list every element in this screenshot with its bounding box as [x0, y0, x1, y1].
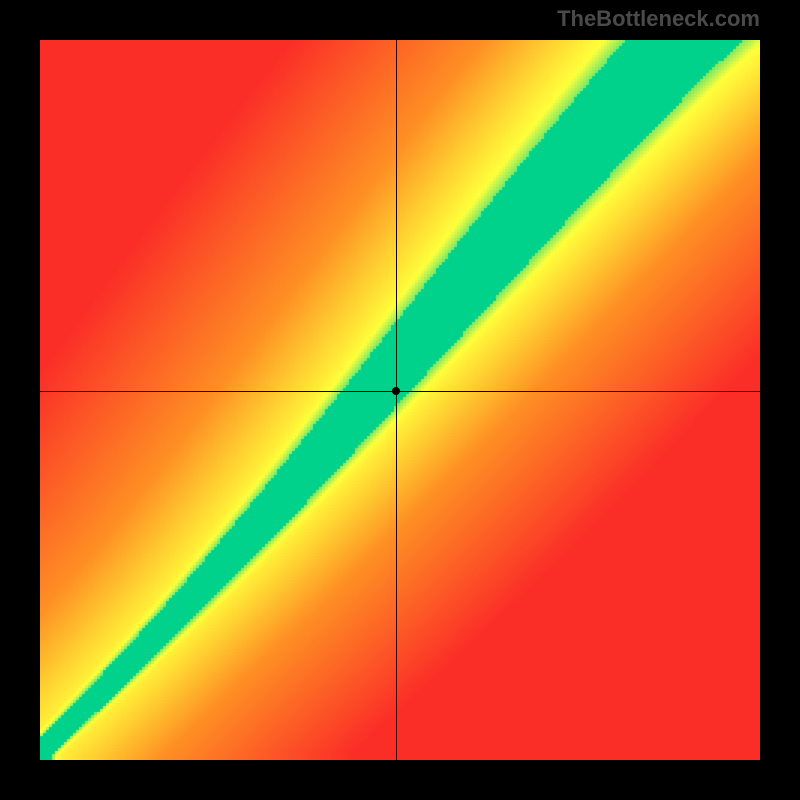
marker-dot — [392, 387, 400, 395]
crosshair-vertical — [396, 40, 397, 760]
watermark-text: TheBottleneck.com — [557, 6, 760, 32]
heatmap-canvas — [40, 40, 760, 760]
heatmap-plot — [40, 40, 760, 760]
